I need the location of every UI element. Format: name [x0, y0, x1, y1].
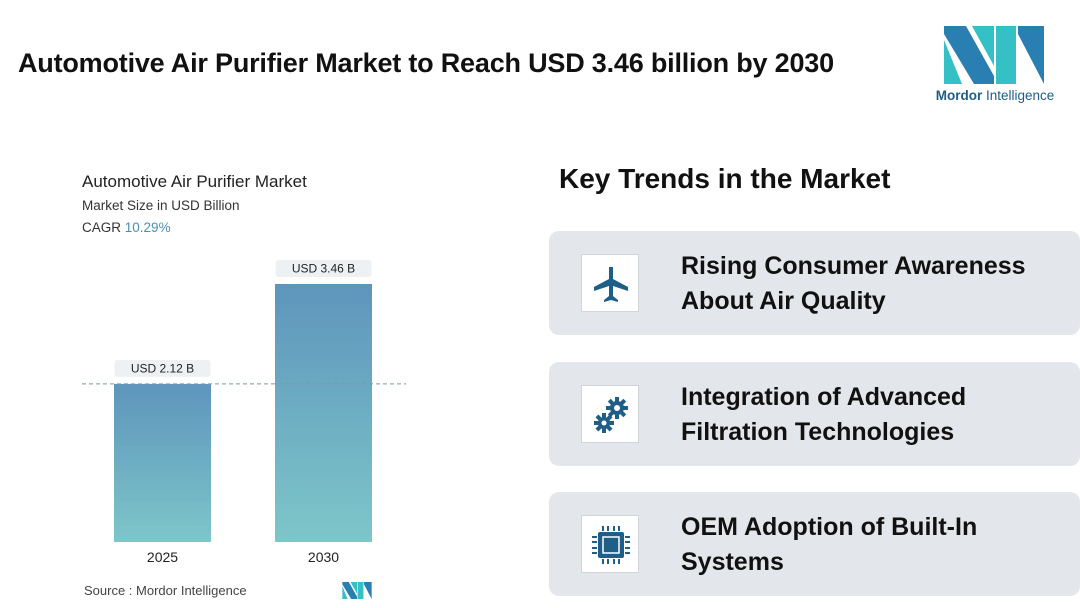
trend-icon-box-1	[581, 254, 639, 312]
chart-subtitle: Market Size in USD Billion	[82, 198, 240, 213]
data-label-box-2030	[275, 260, 372, 277]
data-label-box-2025	[114, 359, 211, 377]
chart-title: Automotive Air Purifier Market	[82, 172, 307, 191]
trend-label-3: OEM Adoption of Built-In Systems	[681, 513, 978, 576]
cagr-value: 10.29%	[124, 220, 171, 235]
trend-card-3: OEM Adoption of Built-In Systems	[549, 492, 1080, 596]
data-label-2030: USD 3.46 B	[292, 262, 355, 276]
trend-icon-box-3	[581, 515, 639, 573]
bar-chart: USD 2.12 B 2025 USD 3.46 B 2030	[82, 260, 406, 565]
trend-card-2: Integration of Advanced Filtration Techn…	[549, 362, 1080, 466]
source-line: Source : Mordor Intelligence	[84, 583, 247, 598]
mordor-logo: Mordor Intelligence	[930, 26, 1060, 110]
x-tick-label-2030: 2030	[308, 549, 339, 565]
page-title: Automotive Air Purifier Market to Reach …	[18, 48, 834, 78]
gears-icon	[594, 397, 628, 433]
airplane-icon	[594, 267, 628, 302]
source-logo-icon	[342, 582, 372, 599]
trend-icon-box-2	[581, 385, 639, 443]
cagr-label: CAGR	[82, 220, 122, 235]
logo-wordmark: Mordor Intelligence	[935, 88, 1055, 103]
mordor-logo-mark	[944, 26, 1044, 84]
bar-2030	[275, 284, 372, 542]
x-tick-label-2025: 2025	[147, 549, 178, 565]
source-label: Source :	[84, 583, 133, 598]
trend-label-2: Integration of Advanced Filtration Techn…	[681, 383, 967, 446]
cagr-line: CAGR 10.29%	[82, 220, 171, 235]
chip-icon	[592, 526, 630, 564]
trends-title: Key Trends in the Market	[559, 163, 891, 194]
trend-card-1: Rising Consumer Awareness About Air Qual…	[549, 231, 1080, 335]
data-label-2025: USD 2.12 B	[131, 361, 194, 375]
bar-2025	[114, 383, 211, 542]
trend-label-1: Rising Consumer Awareness About Air Qual…	[681, 252, 1026, 315]
source-name: Mordor Intelligence	[136, 583, 247, 598]
